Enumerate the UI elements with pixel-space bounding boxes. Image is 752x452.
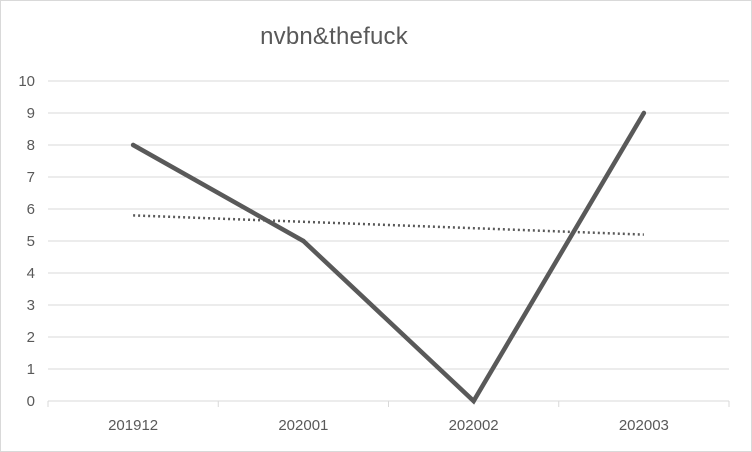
y-tick-label-6: 6 — [27, 201, 35, 218]
x-tick-label-202001: 202001 — [278, 417, 328, 434]
y-tick-label-10: 10 — [18, 73, 35, 90]
y-tick-label-7: 7 — [27, 169, 35, 186]
y-axis-ticks: 0 1 2 3 4 5 6 7 8 9 10 — [18, 73, 35, 410]
y-tick-label-4: 4 — [27, 265, 35, 282]
chart-title: nvbn&thefuck — [260, 23, 408, 50]
y-tick-label-2: 2 — [27, 329, 35, 346]
trendline-layer — [133, 214, 644, 236]
y-tick-label-5: 5 — [27, 233, 35, 250]
data-point-202001 — [301, 238, 306, 244]
series-layer — [130, 110, 647, 405]
x-tick-label-201912: 201912 — [108, 417, 158, 434]
x-tick-label-202002: 202002 — [449, 417, 499, 434]
series-line-0 — [130, 110, 647, 405]
data-point-201912 — [130, 142, 136, 148]
y-tick-label-3: 3 — [27, 297, 35, 314]
data-point-202003 — [641, 110, 647, 116]
x-axis — [47, 400, 730, 407]
y-tick-label-8: 8 — [27, 137, 35, 154]
y-tick-label-0: 0 — [27, 393, 35, 410]
x-axis-ticks: 201912 202001 202002 202003 — [108, 417, 669, 434]
gridlines — [48, 80, 729, 370]
data-point-202002 — [471, 398, 476, 404]
y-tick-label-9: 9 — [27, 105, 35, 122]
x-tick-label-202003: 202003 — [619, 417, 669, 434]
y-tick-label-1: 1 — [27, 361, 35, 378]
trendline — [133, 214, 644, 236]
